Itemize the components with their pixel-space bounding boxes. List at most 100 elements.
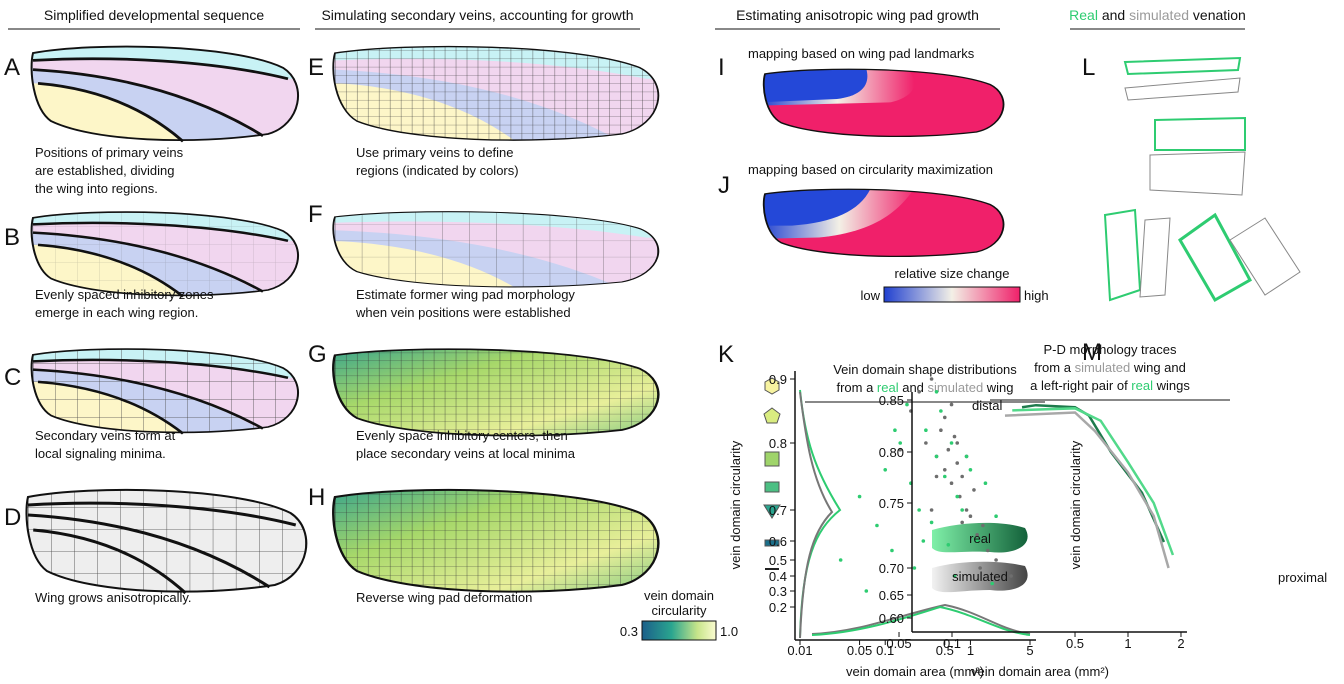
annotation: proximal: [1278, 570, 1327, 585]
x-tick-label: 2: [1177, 636, 1184, 651]
point: [935, 455, 939, 459]
colorbar-title: vein domain: [644, 588, 714, 603]
panel-letter: F: [308, 201, 323, 228]
y-tick-label: 0.9: [769, 372, 787, 387]
chart-title-part: Vein domain shape distributions: [833, 362, 1017, 377]
caption: Positions of primary veins: [35, 145, 184, 160]
chart-title-part: simulated: [1075, 360, 1131, 375]
panel-letter: G: [308, 341, 327, 368]
point: [930, 377, 934, 381]
x-axis-label: vein domain area (mm²): [971, 664, 1109, 679]
point: [943, 468, 947, 472]
y-tick-label: 0.7: [769, 503, 787, 518]
annotation: distal: [972, 398, 1002, 413]
y-tick-label: 0.4: [769, 569, 787, 584]
point: [965, 508, 969, 512]
point: [994, 514, 998, 518]
point: [924, 441, 928, 445]
point: [865, 589, 869, 593]
y-tick-label: 0.8: [769, 436, 787, 451]
panel-letter: H: [308, 484, 325, 511]
point: [986, 549, 990, 553]
point: [935, 475, 939, 479]
point: [960, 521, 964, 525]
caption: the wing into regions.: [35, 181, 158, 196]
point: [955, 461, 959, 465]
colorbar-tick: 1.0: [720, 624, 738, 639]
chart-title-part: real: [1131, 378, 1153, 393]
point: [917, 508, 921, 512]
x-tick-label: 0.1: [943, 636, 961, 651]
chart-title-part: P-D morphology traces: [1044, 342, 1177, 357]
column-header-part: simulated: [1129, 7, 1189, 23]
caption: Secondary veins form at: [35, 428, 176, 443]
x-tick-label: 0.01: [787, 643, 812, 658]
chart-title: from a simulated wing and: [1034, 360, 1186, 375]
column-header: Real and simulated venation: [1069, 7, 1246, 23]
panel-letter: B: [4, 224, 20, 251]
caption: Wing grows anisotropically.: [35, 590, 192, 605]
x-axis-label: vein domain area (mm²): [846, 664, 984, 679]
panel-letter: A: [4, 54, 20, 81]
point: [893, 428, 897, 432]
panel-letter: J: [718, 172, 730, 199]
point: [924, 428, 928, 432]
size-colorbar: [884, 287, 1020, 302]
y-axis-label: vein domain circularity: [728, 440, 743, 569]
chart-title-part: wings: [1153, 378, 1190, 393]
point: [1009, 574, 1013, 578]
point: [950, 441, 954, 445]
y-tick-label: 0.6: [769, 534, 787, 549]
chart-title-part: from a: [1034, 360, 1074, 375]
panel-letter: C: [4, 364, 21, 391]
x-tick-label: 0.05: [886, 636, 911, 651]
y-axis-label: vein domain circularity: [1068, 440, 1083, 569]
point: [953, 435, 957, 439]
y-tick-label: 0.80: [879, 445, 904, 460]
y-tick-label: 0.70: [879, 561, 904, 576]
y-tick-label: 0.75: [879, 496, 904, 511]
circularity-colorbar: [642, 621, 716, 640]
legend-label: simulated: [952, 569, 1008, 584]
column-header-part: venation: [1189, 7, 1246, 23]
colorbar-low: low: [860, 288, 880, 303]
y-tick-label: 0.60: [879, 611, 904, 626]
point: [935, 390, 939, 394]
point: [981, 524, 985, 528]
x-tick-label: 0.5: [1066, 636, 1084, 651]
panel-letter: L: [1082, 54, 1095, 81]
x-tick-label: 1: [1124, 636, 1131, 651]
chart-title: P-D morphology traces: [1044, 342, 1177, 357]
point: [947, 543, 951, 547]
point: [969, 468, 973, 472]
y-tick-label: 0.65: [879, 588, 904, 603]
column-header: Estimating anisotropic wing pad growth: [736, 7, 979, 23]
colorbar-high: high: [1024, 288, 1049, 303]
point: [883, 468, 887, 472]
x-tick-label: 5: [1026, 643, 1033, 658]
caption: regions (indicated by colors): [356, 163, 519, 178]
point: [965, 455, 969, 459]
caption: mapping based on wing pad landmarks: [748, 46, 975, 61]
colorbar-title: relative size change: [895, 266, 1010, 281]
point: [960, 508, 964, 512]
column-header-part: and: [1098, 7, 1129, 23]
caption: when vein positions were established: [355, 305, 571, 320]
point: [955, 495, 959, 499]
point: [939, 409, 943, 413]
point: [917, 390, 921, 394]
point: [930, 508, 934, 512]
caption: Estimate former wing pad morphology: [356, 287, 575, 302]
point: [943, 416, 947, 420]
column-header-part: Simulating secondary veins, accounting f…: [321, 7, 633, 23]
x-tick-label: 0.05: [847, 643, 872, 658]
point: [994, 558, 998, 562]
point: [955, 441, 959, 445]
caption: emerge in each wing region.: [35, 305, 198, 320]
point: [913, 566, 917, 570]
point: [972, 488, 976, 492]
chart-title-part: from a: [836, 380, 876, 395]
caption: Evenly space inhibitory centers, then: [356, 428, 568, 443]
chart-title-part: wing: [983, 380, 1013, 395]
chart-title: a left-right pair of real wings: [1030, 378, 1190, 393]
